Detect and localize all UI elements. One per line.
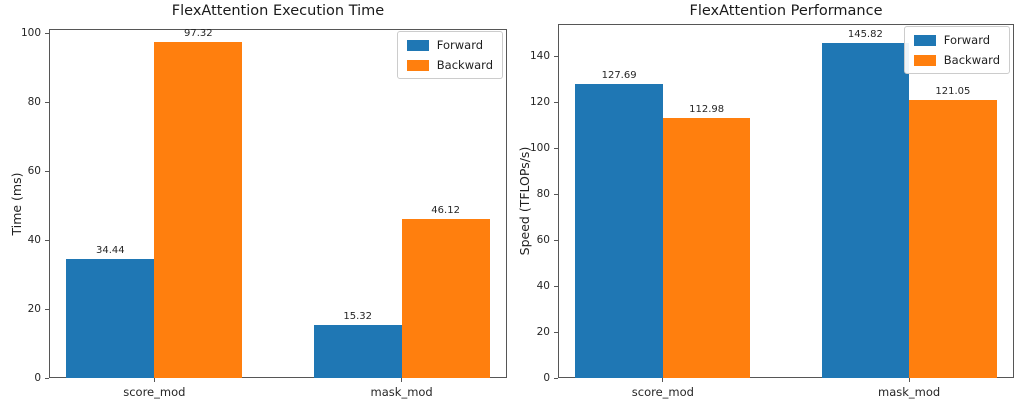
x-category-label: score_mod (123, 385, 186, 399)
y-tick-label: 100 (20, 26, 41, 39)
y-tick-label: 120 (529, 95, 550, 108)
bar-forward-score_mod (66, 259, 155, 378)
y-tick-mark (554, 55, 558, 57)
chart-title: FlexAttention Execution Time (171, 3, 385, 19)
y-tick-mark (554, 377, 558, 379)
y-tick-label: 80 (27, 95, 41, 108)
x-category-label: score_mod (631, 385, 694, 399)
x-tick-mark (401, 378, 403, 382)
y-tick-label: 60 (536, 233, 550, 246)
y-tick-label: 0 (543, 371, 550, 384)
y-tick-label: 140 (529, 49, 550, 62)
bar-value-label: 127.69 (601, 70, 637, 82)
y-tick-mark (45, 32, 49, 34)
y-tick-mark (45, 170, 49, 172)
bar-backward-mask_mod (401, 218, 490, 378)
y-tick-mark (554, 193, 558, 195)
bar-backward-mask_mod (909, 99, 997, 378)
bar-value-label: 145.82 (847, 28, 883, 40)
bar-forward-mask_mod (821, 42, 910, 378)
y-tick-label: 20 (536, 325, 550, 338)
legend-item-backward: Backward (913, 53, 1000, 67)
y-tick-label: 100 (529, 141, 550, 154)
y-tick-mark (554, 101, 558, 103)
bar-value-label: 97.32 (183, 28, 213, 40)
legend-item-backward: Backward (406, 58, 493, 72)
bar-value-label: 112.98 (689, 104, 725, 116)
bar-forward-score_mod (575, 84, 663, 378)
y-tick-mark (45, 239, 49, 241)
backward-color-swatch-icon (406, 59, 429, 71)
bar-backward-score_mod (662, 118, 751, 378)
legend-item-label: Backward (436, 58, 493, 72)
y-tick-mark (554, 239, 558, 241)
y-tick-mark (554, 285, 558, 287)
y-tick-label: 20 (27, 302, 41, 315)
legend-item-label: Forward (943, 33, 991, 47)
y-tick-label: 60 (27, 164, 41, 177)
bar-value-label: 34.44 (96, 245, 125, 257)
x-tick-mark (908, 378, 910, 382)
bar-value-label: 15.32 (343, 311, 372, 323)
forward-color-swatch-icon (913, 34, 936, 46)
x-category-label: mask_mod (370, 385, 433, 399)
bar-forward-mask_mod (313, 325, 402, 378)
y-tick-mark (554, 147, 558, 149)
x-tick-mark (662, 378, 664, 382)
bar-backward-score_mod (154, 42, 243, 378)
legend-item-forward: Forward (913, 33, 1000, 47)
y-tick-mark (45, 308, 49, 310)
y-tick-mark (45, 101, 49, 103)
y-tick-label: 0 (34, 371, 41, 384)
forward-color-swatch-icon (406, 39, 429, 51)
backward-color-swatch-icon (913, 54, 936, 66)
y-tick-label: 40 (27, 233, 41, 246)
chart-title: FlexAttention Performance (689, 3, 883, 19)
plot-area (558, 24, 1014, 378)
x-category-label: mask_mod (878, 385, 941, 399)
y-tick-mark (45, 377, 49, 379)
y-tick-mark (554, 331, 558, 333)
bar-value-label: 121.05 (935, 85, 971, 97)
legend-item-forward: Forward (406, 38, 493, 52)
legend: Forward Backward (903, 26, 1010, 74)
y-tick-label: 80 (536, 187, 550, 200)
legend: Forward Backward (396, 31, 503, 79)
bar-value-label: 46.12 (431, 204, 460, 216)
y-tick-label: 40 (536, 279, 550, 292)
x-tick-mark (153, 378, 155, 382)
plot-area (49, 29, 507, 378)
legend-item-label: Backward (943, 53, 1000, 67)
legend-item-label: Forward (436, 38, 484, 52)
